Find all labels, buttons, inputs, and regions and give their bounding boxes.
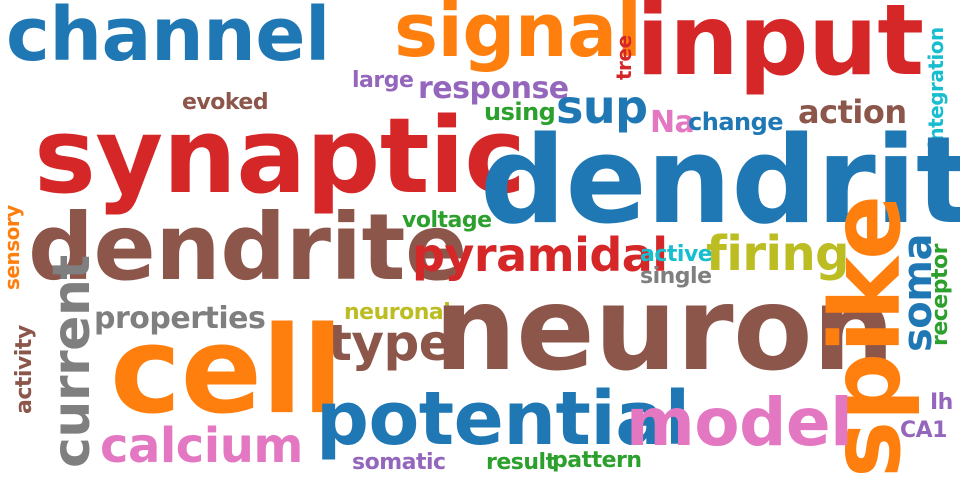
word-evoked: evoked bbox=[182, 90, 269, 115]
word-using: using bbox=[484, 98, 556, 126]
word-action: action bbox=[798, 93, 907, 131]
word-pyramidal: pyramidal bbox=[412, 228, 668, 282]
word-tree: tree bbox=[612, 35, 636, 80]
word-sensory: sensory bbox=[0, 205, 24, 290]
word-large: large bbox=[352, 68, 414, 93]
word-somatic: somatic bbox=[352, 450, 446, 475]
word-calcium: calcium bbox=[100, 418, 303, 474]
word-ih: Ih bbox=[930, 390, 953, 415]
word-sup: sup bbox=[556, 80, 648, 134]
word-synaptic: synaptic bbox=[34, 95, 526, 217]
word-na: Na bbox=[650, 105, 695, 140]
word-firing: firing bbox=[706, 226, 850, 282]
word-pattern: pattern bbox=[552, 448, 642, 473]
word-voltage: voltage bbox=[402, 208, 492, 233]
word-dendritic: dendritic bbox=[480, 112, 960, 251]
word-result: result bbox=[486, 450, 556, 475]
word-dendrite: dendrite bbox=[28, 194, 467, 301]
word-single: single bbox=[640, 264, 712, 289]
word-cell: cell bbox=[110, 302, 343, 441]
word-potential: potential bbox=[316, 376, 690, 462]
word-response: response bbox=[418, 71, 569, 106]
word-channel: channel bbox=[6, 0, 330, 78]
word-type: type bbox=[328, 314, 453, 372]
word-neuron: neuron bbox=[434, 262, 895, 397]
word-ca1: CA1 bbox=[900, 418, 947, 443]
word-signal: signal bbox=[394, 0, 642, 74]
word-activity: activity bbox=[12, 325, 37, 414]
word-input: input bbox=[636, 0, 924, 98]
word-change: change bbox=[688, 108, 784, 136]
word-current: current bbox=[42, 255, 102, 468]
word-active: active bbox=[640, 242, 713, 267]
word-neuronal: neuronal bbox=[344, 300, 451, 325]
word-model: model bbox=[626, 384, 853, 461]
word-properties: properties bbox=[94, 301, 266, 336]
